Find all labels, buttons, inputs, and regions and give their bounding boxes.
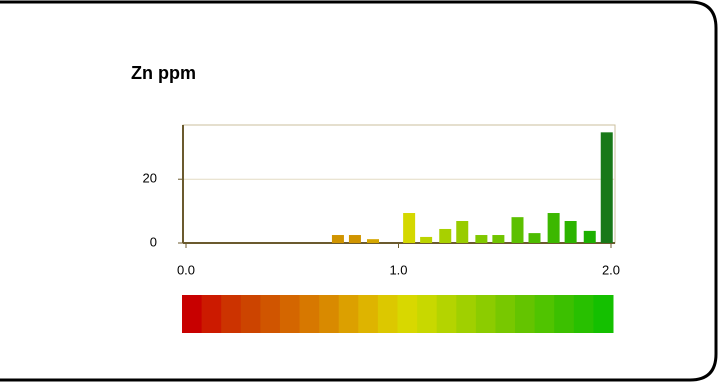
color-swatch <box>534 295 555 333</box>
bar <box>583 230 596 243</box>
x-tick-label: 1.0 <box>389 262 407 277</box>
color-swatch <box>201 295 222 333</box>
color-swatch <box>554 295 575 333</box>
bar <box>564 220 577 243</box>
bar <box>547 213 560 243</box>
bar <box>492 235 505 243</box>
bar <box>367 239 379 243</box>
color-swatch <box>397 295 418 333</box>
bar <box>439 228 452 243</box>
color-swatch <box>299 295 320 333</box>
bar <box>600 132 613 243</box>
color-swatch <box>279 295 301 333</box>
color-swatch <box>260 295 281 333</box>
color-swatch <box>456 295 477 333</box>
bar <box>331 235 344 243</box>
color-swatch <box>377 295 398 333</box>
color-swatch <box>338 295 359 333</box>
color-swatch <box>182 295 203 333</box>
color-swatch <box>417 295 438 333</box>
color-swatch <box>495 295 516 333</box>
bar <box>403 213 416 243</box>
color-swatch <box>593 295 614 333</box>
bar <box>420 236 433 243</box>
bar <box>528 233 541 243</box>
chart-title: Zn ppm <box>131 63 196 83</box>
color-swatch <box>573 295 594 333</box>
color-swatch <box>358 295 379 333</box>
color-swatch <box>436 295 457 333</box>
bar <box>456 220 469 243</box>
x-tick-label: 0.0 <box>177 262 195 277</box>
color-swatch <box>240 295 261 333</box>
x-tick-label: 2.0 <box>602 262 620 277</box>
bar <box>475 235 488 243</box>
bar <box>511 217 524 243</box>
color-swatch <box>515 295 536 333</box>
color-swatch <box>319 295 340 333</box>
color-swatch <box>475 295 496 333</box>
y-tick-label: 20 <box>143 171 157 186</box>
y-tick-label: 0 <box>150 234 157 249</box>
bar <box>348 235 361 243</box>
color-swatch <box>221 295 242 333</box>
